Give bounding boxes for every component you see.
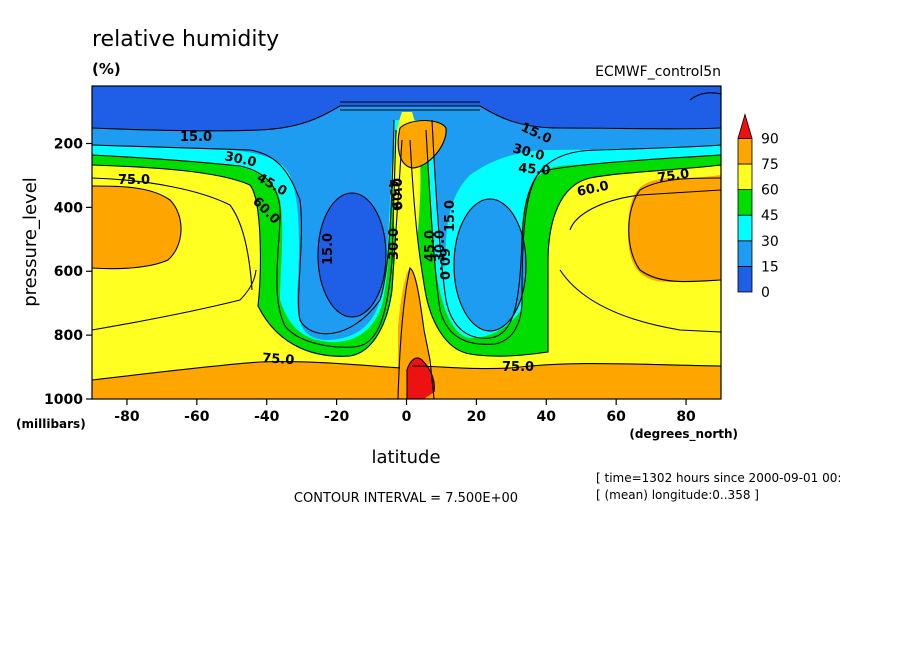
x-tick-label: -40 (254, 409, 280, 425)
x-tick-label: 60 (606, 409, 626, 425)
contour-label: 15.0 (180, 130, 212, 145)
contour-line (628, 177, 721, 283)
y-axis: 200 400 600 800 1000 (44, 136, 92, 408)
y-axis-label: pressure_level (20, 177, 41, 307)
contour-line (689, 92, 721, 101)
contour-label: 30.0 (387, 228, 402, 260)
contour-label: 60.0 (576, 179, 610, 200)
colorbar-swatch (737, 265, 753, 293)
contour-line (92, 185, 182, 270)
plot-area: 15.0 30.0 45.0 60.0 75.0 15.0 30.0 45.0 … (92, 86, 721, 399)
y-tick-label: 600 (54, 264, 83, 280)
colorbar: 0 15 30 45 60 75 90 (737, 112, 779, 301)
contour-label-group: 15.0 30.0 45.0 60.0 75.0 15.0 30.0 45.0 … (118, 120, 690, 375)
colorbar-label: 90 (761, 131, 779, 147)
x-tick-label: 0 (402, 409, 412, 425)
x-axis: -80 -60 -40 -20 0 20 40 60 80 (114, 399, 696, 425)
x-tick-label: 20 (467, 409, 487, 425)
contour-line (317, 192, 387, 318)
x-tick-label: 80 (676, 409, 696, 425)
band-blue-core-left (318, 193, 386, 317)
units-label: (%) (92, 60, 121, 78)
band-orange-right-cell (628, 178, 721, 282)
colorbar-swatch (737, 240, 753, 267)
contour-line (425, 129, 721, 345)
contour-line (453, 198, 527, 332)
y-tick-label: 200 (54, 136, 83, 152)
contour-line (92, 129, 397, 348)
x-tick-label: -80 (114, 409, 140, 425)
chart-title: relative humidity (92, 27, 279, 52)
contour-label: 15.0 (321, 233, 336, 265)
y-tick-label: 400 (54, 200, 83, 216)
contour-label: 45.0 (384, 178, 404, 212)
contour-line (411, 363, 721, 370)
band-orange-left-cell (92, 186, 182, 269)
contour-line (92, 139, 403, 357)
colorbar-label: 45 (761, 208, 779, 224)
metadata-longitude-line: [ (mean) longitude:0..358 ] (596, 488, 759, 502)
contour-line (92, 177, 253, 291)
colorbar-swatch (737, 163, 753, 191)
colorbar-label: 30 (761, 234, 779, 250)
contour-lines (92, 92, 721, 399)
contour-label: 60.0 (391, 178, 406, 210)
colorbar-label: 75 (761, 157, 779, 173)
x-axis-label: latitude (371, 447, 440, 468)
contour-label: 15.0 (443, 200, 458, 232)
band-red-peak (407, 358, 435, 399)
contour-line (397, 119, 447, 169)
contour-label: 75.0 (118, 173, 150, 188)
contour-label: 45.0 (518, 161, 551, 179)
contour-interval-text: CONTOUR INTERVAL = 7.500E+00 (294, 491, 518, 506)
band-blue-core-right (454, 199, 526, 331)
colorbar-swatch (737, 214, 753, 242)
x-tick-label: -20 (324, 409, 350, 425)
colorbar-label: 0 (761, 285, 770, 301)
y-tick-label: 800 (54, 328, 83, 344)
x-axis-units: (degrees_north) (629, 427, 738, 442)
x-tick-label: -60 (184, 409, 210, 425)
contour-label: 60.0 (436, 248, 451, 280)
band-blue-top (92, 86, 721, 131)
colorbar-swatch (737, 189, 753, 216)
contour-label: 75.0 (262, 351, 295, 368)
contour-label: 45.0 (423, 230, 438, 262)
contour-line (92, 269, 257, 331)
contour-line (397, 267, 435, 399)
y-tick-label: 1000 (44, 392, 83, 408)
colorbar-label: 60 (761, 183, 779, 199)
contour-label: 30.0 (223, 149, 257, 170)
contour-label: 30.0 (433, 230, 448, 262)
contour-line (559, 269, 721, 333)
contour-line (92, 119, 395, 335)
y-axis-units: (millibars) (16, 417, 86, 431)
colorbar-max-triangle (737, 112, 753, 139)
colorbar-swatch (737, 137, 753, 165)
contour-line (92, 361, 401, 381)
contour-line (409, 139, 721, 357)
x-tick-label: 40 (537, 409, 557, 425)
contour-line (92, 105, 721, 132)
contour-line (569, 189, 721, 231)
contour-line (431, 119, 721, 339)
colorbar-label: 15 (761, 259, 779, 275)
contour-line (406, 357, 435, 399)
contour-label: 75.0 (656, 167, 690, 186)
contour-label: 75.0 (502, 360, 534, 375)
metadata-time-line: [ time=1302 hours since 2000-09-01 00: (596, 471, 841, 485)
dataset-label: ECMWF_control5n (595, 64, 721, 80)
